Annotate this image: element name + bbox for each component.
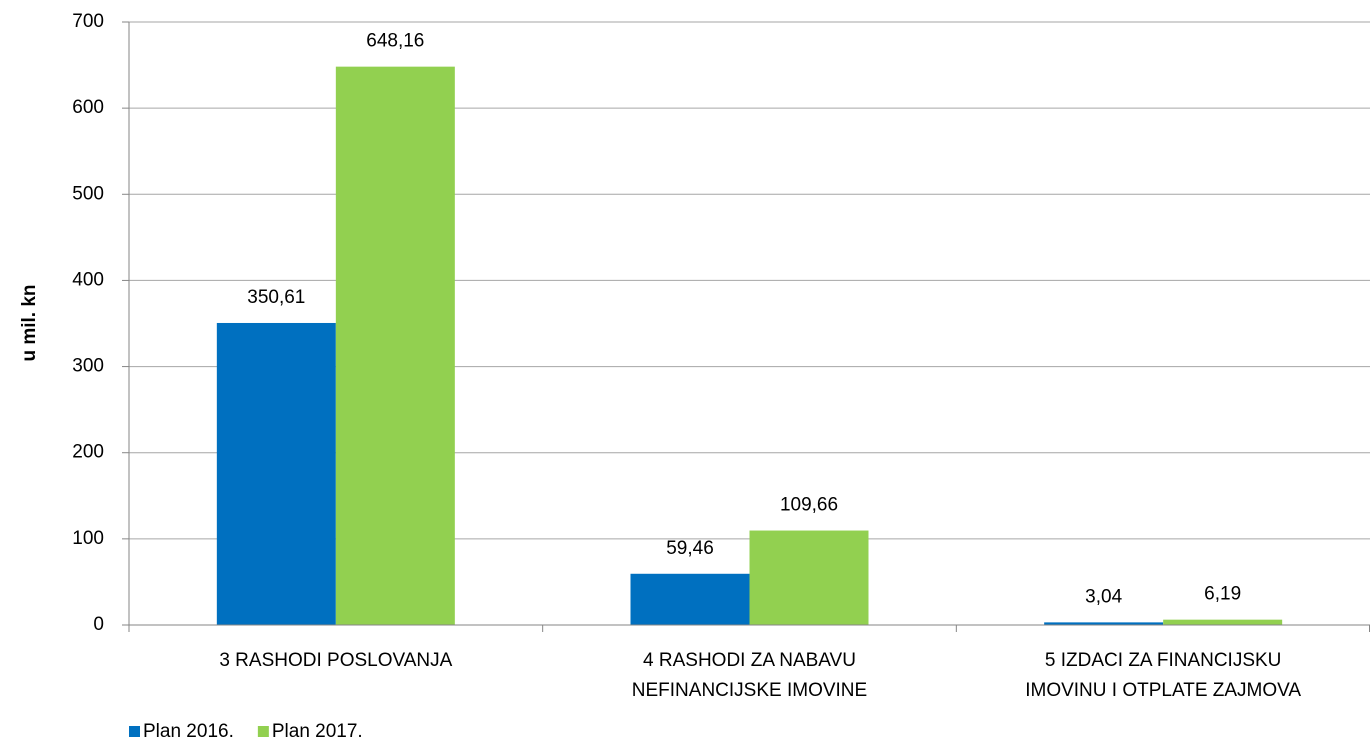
value-label: 109,66 xyxy=(780,495,838,516)
value-label: 648,16 xyxy=(366,31,424,52)
y-tick-label: 200 xyxy=(72,442,104,463)
y-tick-label: 600 xyxy=(72,97,104,118)
x-tick-label: 3 RASHODI POSLOVANJA xyxy=(219,650,452,671)
legend-label: Plan 2017. xyxy=(272,721,363,742)
value-label: 350,61 xyxy=(247,287,305,308)
y-tick-label: 100 xyxy=(72,528,104,549)
x-tick-label: IMOVINU I OTPLATE ZAJMOVA xyxy=(1025,680,1301,701)
y-tick-label: 700 xyxy=(72,11,104,32)
y-tick-label: 500 xyxy=(72,183,104,204)
x-tick-label: NEFINANCIJSKE IMOVINE xyxy=(632,680,867,701)
bar xyxy=(335,66,455,626)
legend-swatch xyxy=(129,726,140,737)
y-tick-label: 0 xyxy=(93,614,104,635)
bar xyxy=(630,573,750,625)
legend-swatch xyxy=(257,726,269,737)
value-label: 3,04 xyxy=(1085,586,1122,607)
bar xyxy=(1163,619,1283,625)
y-tick-label: 400 xyxy=(72,269,104,290)
legend-label: Plan 2016. xyxy=(143,721,234,742)
value-label: 59,46 xyxy=(666,538,714,559)
value-label: 6,19 xyxy=(1204,584,1241,605)
bar xyxy=(216,322,336,625)
bar xyxy=(1044,622,1164,625)
y-axis-label: u mil. kn xyxy=(19,284,40,361)
bar xyxy=(749,530,869,625)
x-tick-label: 5 IZDACI ZA FINANCIJSKU xyxy=(1045,650,1281,671)
y-tick-label: 300 xyxy=(72,356,104,377)
x-tick-label: 4 RASHODI ZA NABAVU xyxy=(643,650,856,671)
